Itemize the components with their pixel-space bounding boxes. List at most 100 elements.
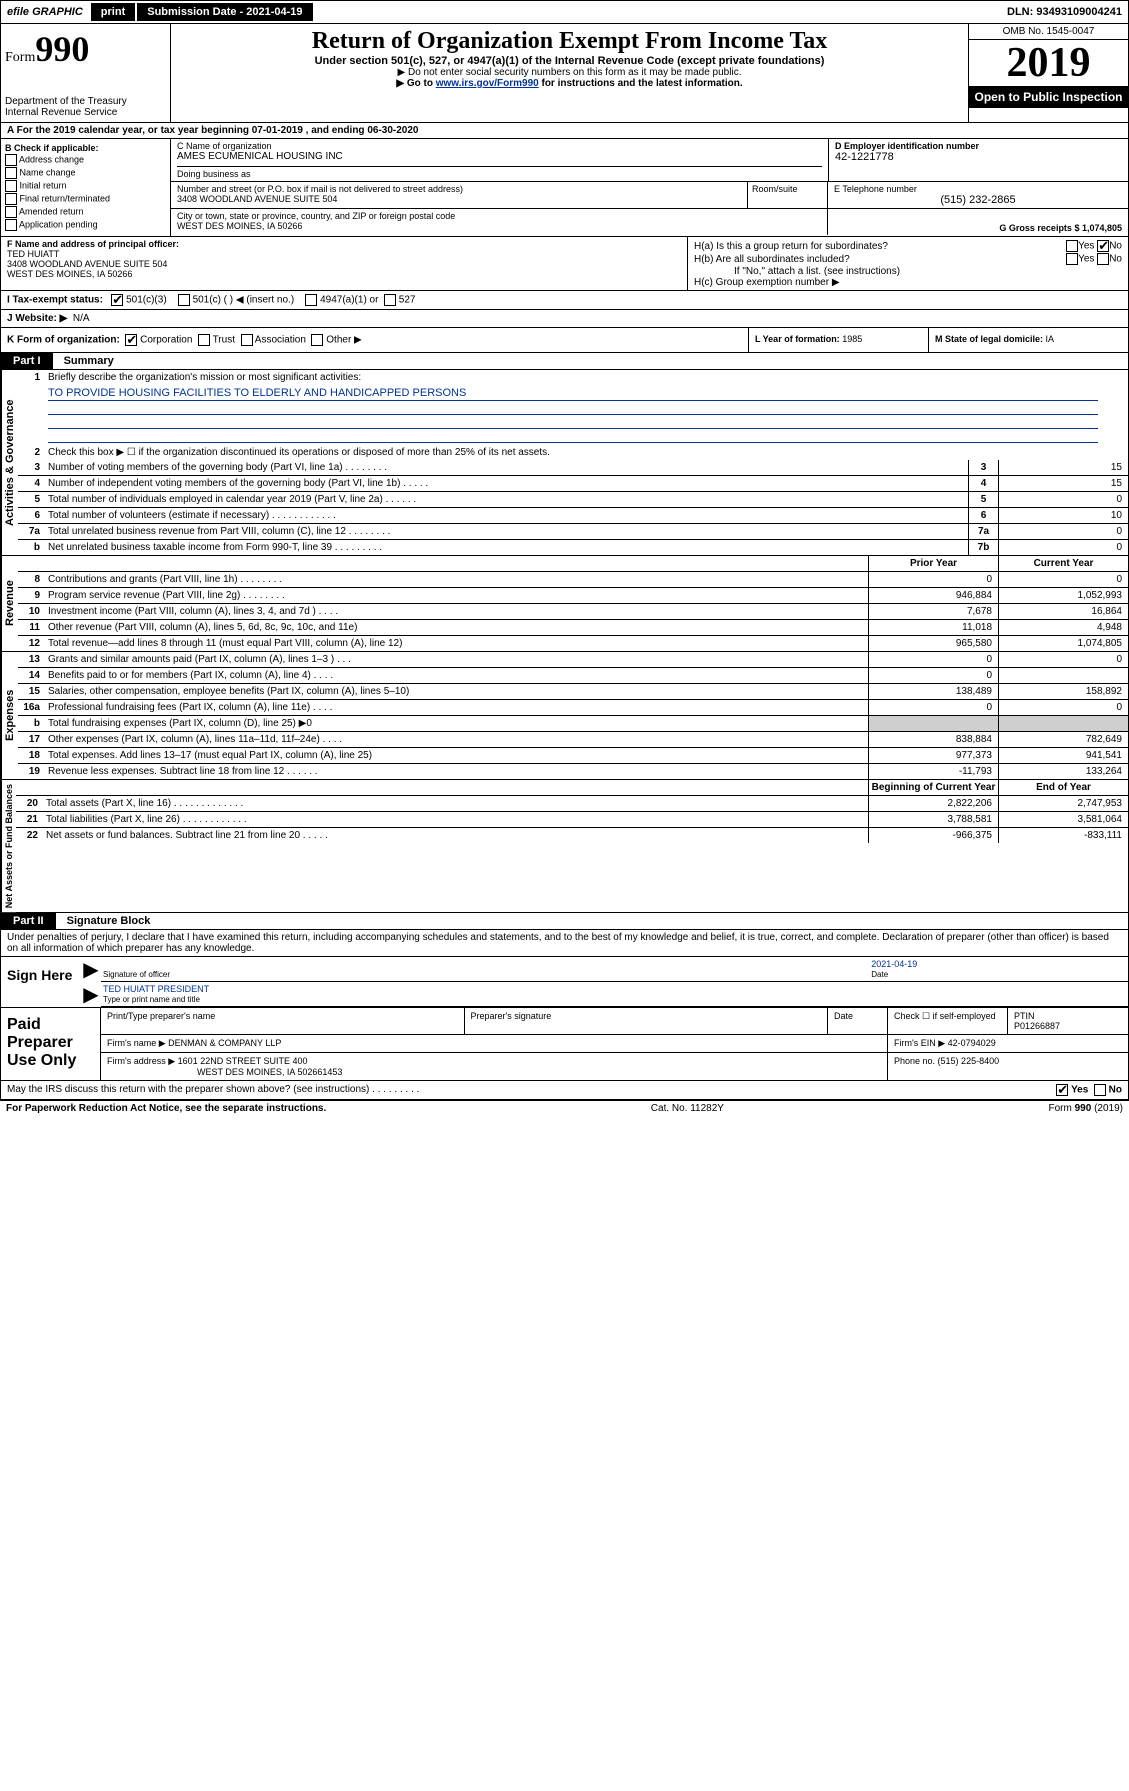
firm-phone: (515) 225-8400 <box>938 1056 1000 1066</box>
gov-line: 7aTotal unrelated business revenue from … <box>18 524 1128 540</box>
row-klm: K Form of organization: Corporation Trus… <box>0 328 1129 353</box>
telephone: (515) 232-2865 <box>834 194 1122 206</box>
arrow-icon: ▶ <box>81 982 101 1007</box>
revenue-header: Prior Year Current Year <box>18 556 1128 572</box>
part1-header: Part I <box>1 353 53 369</box>
side-governance: Activities & Governance <box>1 370 18 555</box>
data-line: 17Other expenses (Part IX, column (A), l… <box>18 732 1128 748</box>
chk-name-change[interactable]: Name change <box>5 167 166 179</box>
net-header: Beginning of Current Year End of Year <box>16 780 1128 796</box>
form-title: Return of Organization Exempt From Incom… <box>177 28 962 55</box>
row-i: I Tax-exempt status: 501(c)(3) 501(c) ( … <box>0 291 1129 310</box>
sign-here-label: Sign Here <box>1 957 81 1007</box>
box-e: E Telephone number (515) 232-2865 <box>828 182 1128 208</box>
gross-receipts: 1,074,805 <box>1082 223 1122 233</box>
gov-line: 5Total number of individuals employed in… <box>18 492 1128 508</box>
chk-final-return[interactable]: Final return/terminated <box>5 193 166 205</box>
signature-block: Under penalties of perjury, I declare th… <box>0 930 1129 1100</box>
paid-preparer-label: Paid Preparer Use Only <box>1 1008 101 1080</box>
irs-link[interactable]: www.irs.gov/Form990 <box>436 78 539 89</box>
chk-address-change[interactable]: Address change <box>5 154 166 166</box>
chk-other[interactable] <box>311 334 323 346</box>
ein: 42-1221778 <box>835 151 1122 163</box>
box-room: Room/suite <box>748 182 828 208</box>
part2-title: Signature Block <box>59 915 151 927</box>
chk-assoc[interactable] <box>241 334 253 346</box>
org-name: AMES ECUMENICAL HOUSING INC <box>177 151 822 162</box>
chk-initial-return[interactable]: Initial return <box>5 180 166 192</box>
submission-date: Submission Date - 2021-04-19 <box>137 3 312 21</box>
chk-501c3[interactable] <box>111 294 123 306</box>
form-subtitle: Under section 501(c), 527, or 4947(a)(1)… <box>177 55 962 67</box>
data-line: 9Program service revenue (Part VIII, lin… <box>18 588 1128 604</box>
box-city: City or town, state or province, country… <box>171 209 828 235</box>
part1-title: Summary <box>56 355 114 367</box>
data-line: 21Total liabilities (Part X, line 26) . … <box>16 812 1128 828</box>
side-expenses: Expenses <box>1 652 18 779</box>
open-public: Open to Public Inspection <box>969 86 1128 108</box>
perjury-statement: Under penalties of perjury, I declare th… <box>1 930 1128 956</box>
date-field: 2021-04-19Date <box>869 957 1128 982</box>
chk-527[interactable] <box>384 294 396 306</box>
hint-goto: ▶ Go to www.irs.gov/Form990 for instruct… <box>177 78 962 89</box>
data-line: 15Salaries, other compensation, employee… <box>18 684 1128 700</box>
firm-ein: 42-0794029 <box>948 1038 996 1048</box>
data-line: 20Total assets (Part X, line 16) . . . .… <box>16 796 1128 812</box>
discuss-no[interactable] <box>1094 1084 1106 1096</box>
arrow-icon: ▶ <box>81 957 101 982</box>
data-line: 16aProfessional fundraising fees (Part I… <box>18 700 1128 716</box>
tax-year: 2019 <box>969 40 1128 86</box>
row-fh: F Name and address of principal officer:… <box>0 237 1129 291</box>
chk-pending[interactable]: Application pending <box>5 219 166 231</box>
gov-line: 3Number of voting members of the governi… <box>18 460 1128 476</box>
hb-no[interactable] <box>1097 253 1109 265</box>
department: Department of the Treasury Internal Reve… <box>5 96 166 118</box>
box-k: K Form of organization: Corporation Trus… <box>1 328 748 352</box>
data-line: 19Revenue less expenses. Subtract line 1… <box>18 764 1128 779</box>
row-a-period: A For the 2019 calendar year, or tax yea… <box>0 123 1129 139</box>
data-line: 8Contributions and grants (Part VIII, li… <box>18 572 1128 588</box>
box-l: L Year of formation: 1985 <box>748 328 928 352</box>
section-governance: Activities & Governance 1 Briefly descri… <box>0 370 1129 556</box>
box-address: Number and street (or P.O. box if mail i… <box>171 182 748 208</box>
chk-4947[interactable] <box>305 294 317 306</box>
ha-no[interactable] <box>1097 240 1109 252</box>
hb-yes[interactable] <box>1066 253 1078 265</box>
section-net-assets: Net Assets or Fund Balances Beginning of… <box>0 780 1129 913</box>
form-number: 990 <box>35 29 89 69</box>
side-net-assets: Net Assets or Fund Balances <box>1 780 16 912</box>
box-c: C Name of organization AMES ECUMENICAL H… <box>171 139 828 181</box>
box-h: H(a) Is this a group return for subordin… <box>688 237 1128 290</box>
data-line: 18Total expenses. Add lines 13–17 (must … <box>18 748 1128 764</box>
chk-amended[interactable]: Amended return <box>5 206 166 218</box>
data-line: 12Total revenue—add lines 8 through 11 (… <box>18 636 1128 651</box>
chk-corp[interactable] <box>125 334 137 346</box>
footer: For Paperwork Reduction Act Notice, see … <box>0 1100 1129 1116</box>
firm-name: DENMAN & COMPANY LLP <box>168 1038 281 1048</box>
chk-trust[interactable] <box>198 334 210 346</box>
box-f: F Name and address of principal officer:… <box>1 237 688 290</box>
form-header: Form990 Department of the Treasury Inter… <box>0 24 1129 123</box>
data-line: bTotal fundraising expenses (Part IX, co… <box>18 716 1128 732</box>
signature-field[interactable]: Signature of officer <box>101 957 869 982</box>
box-m: M State of legal domicile: IA <box>928 328 1128 352</box>
mission-statement: TO PROVIDE HOUSING FACILITIES TO ELDERLY… <box>18 385 1128 445</box>
print-button[interactable]: print <box>91 3 135 21</box>
block-identity: B Check if applicable: Address change Na… <box>0 139 1129 237</box>
efile-label: efile GRAPHIC <box>1 4 89 20</box>
chk-501c[interactable] <box>178 294 190 306</box>
name-title-field: TED HUIATT PRESIDENTType or print name a… <box>101 982 1128 1007</box>
gov-line: bNet unrelated business taxable income f… <box>18 540 1128 555</box>
form-label: Form <box>5 50 35 65</box>
dln: DLN: 93493109004241 <box>1001 4 1128 20</box>
discuss-yes[interactable] <box>1056 1084 1068 1096</box>
data-line: 10Investment income (Part VIII, column (… <box>18 604 1128 620</box>
side-revenue: Revenue <box>1 556 18 651</box>
ptin: P01266887 <box>1014 1021 1060 1031</box>
section-revenue: Revenue Prior Year Current Year 8Contrib… <box>0 556 1129 652</box>
ha-yes[interactable] <box>1066 240 1078 252</box>
box-d: D Employer identification number 42-1221… <box>828 139 1128 181</box>
gov-line: 6Total number of volunteers (estimate if… <box>18 508 1128 524</box>
website: N/A <box>73 313 90 324</box>
data-line: 11Other revenue (Part VIII, column (A), … <box>18 620 1128 636</box>
